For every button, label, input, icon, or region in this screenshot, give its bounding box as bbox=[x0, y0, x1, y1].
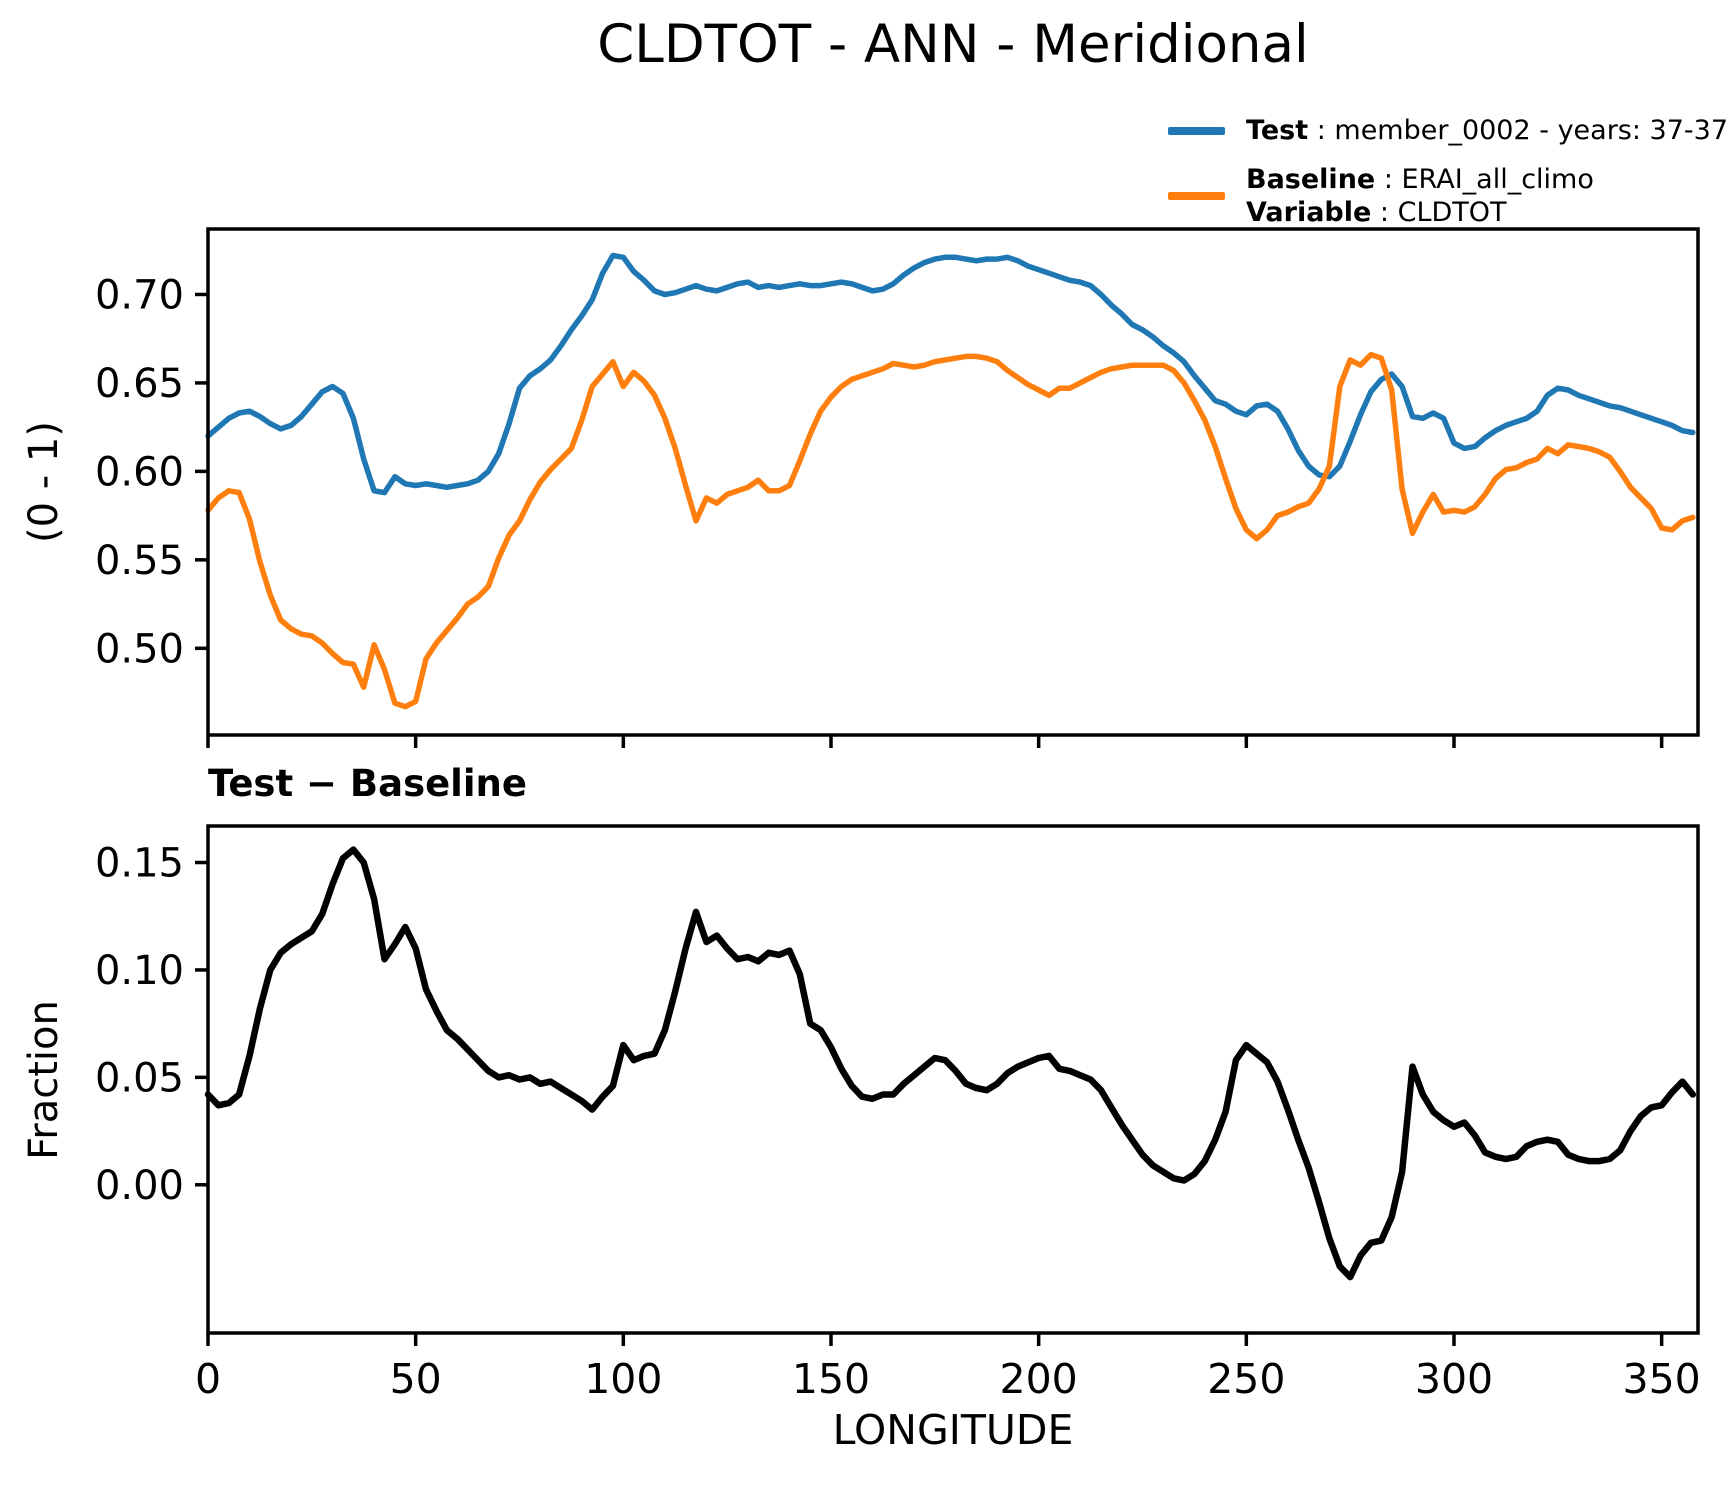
legend-test-label: Test : member_0002 - years: 37-37 bbox=[1246, 114, 1728, 147]
y-tick-label: 0.65 bbox=[95, 361, 184, 407]
legend-baseline-label: Baseline : ERAI_all_climo Variable : CLD… bbox=[1246, 163, 1594, 229]
legend-test-rest: : member_0002 - years: 37-37 bbox=[1308, 115, 1729, 146]
legend-baseline-bold: Baseline bbox=[1246, 164, 1376, 195]
y-tick-label: 0.70 bbox=[95, 272, 184, 318]
page-title: CLDTOT - ANN - Meridional bbox=[597, 14, 1309, 75]
legend-baseline-line1: Baseline : ERAI_all_climo bbox=[1246, 164, 1594, 195]
y-tick-label: 0.60 bbox=[95, 449, 184, 495]
legend-variable-bold: Variable bbox=[1246, 197, 1372, 228]
x-tick-label: 0 bbox=[195, 1355, 221, 1403]
legend-entry-test: Test : member_0002 - years: 37-37 bbox=[1168, 114, 1728, 147]
x-tick-label: 300 bbox=[1415, 1355, 1493, 1403]
y-tick-label: 0.05 bbox=[95, 1055, 184, 1101]
legend-test-bold: Test bbox=[1246, 115, 1309, 146]
x-tick-label: 250 bbox=[1207, 1355, 1285, 1403]
legend-baseline-rest: : ERAI_all_climo bbox=[1375, 164, 1594, 195]
bottom-plot-spines bbox=[206, 824, 1700, 1335]
legend-entry-baseline: Baseline : ERAI_all_climo Variable : CLD… bbox=[1168, 163, 1728, 229]
test-line-swatch bbox=[1168, 126, 1225, 135]
y-tick-label: 0.55 bbox=[95, 538, 184, 584]
legend: Test : member_0002 - years: 37-37 Baseli… bbox=[1168, 114, 1728, 229]
x-tick-label: 200 bbox=[1000, 1355, 1078, 1403]
bottom-plot: 0.15 0.10 0.05 0.00 0 50 100 150 200 250 300 350 bbox=[95, 824, 1701, 1403]
legend-variable-line2: Variable : CLDTOT bbox=[1246, 197, 1507, 228]
y-tick-label: 0.15 bbox=[95, 841, 184, 887]
legend-variable-rest: : CLDTOT bbox=[1371, 197, 1507, 228]
x-tick-label: 100 bbox=[584, 1355, 662, 1403]
top-plot-spines bbox=[206, 227, 1700, 737]
baseline-line-swatch bbox=[1168, 192, 1225, 200]
test-line bbox=[205, 252, 1696, 496]
top-plot: 0.70 0.65 0.60 0.55 0.50 bbox=[95, 227, 1700, 748]
diff-line bbox=[204, 846, 1697, 1281]
y-tick-label: 0.00 bbox=[95, 1163, 184, 1209]
x-axis-label: LONGITUDE bbox=[832, 1406, 1074, 1454]
y-tick-label: 0.50 bbox=[95, 626, 184, 672]
x-tick-label: 150 bbox=[792, 1355, 870, 1403]
x-tick-label: 350 bbox=[1623, 1355, 1701, 1403]
baseline-line bbox=[205, 351, 1696, 710]
bottom-plot-title: Test − Baseline bbox=[208, 762, 527, 805]
x-tick-label: 50 bbox=[390, 1355, 442, 1403]
y-tick-label: 0.10 bbox=[95, 948, 184, 994]
